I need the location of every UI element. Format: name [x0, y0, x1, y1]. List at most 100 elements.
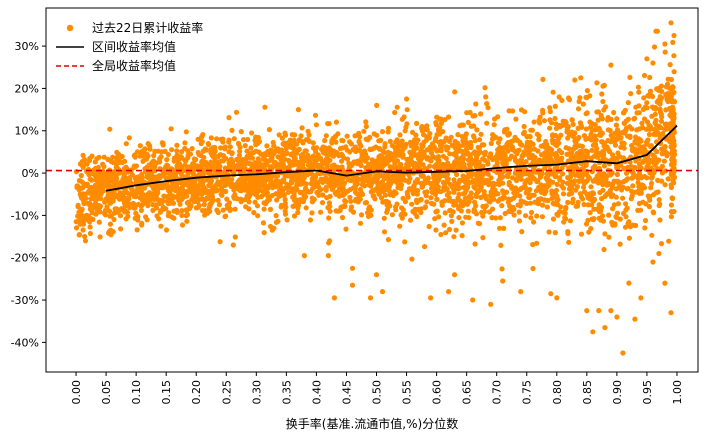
scatter-point [331, 150, 338, 156]
scatter-point [129, 187, 136, 194]
scatter-point [523, 159, 529, 165]
scatter-point [594, 206, 600, 212]
scatter-point [352, 133, 358, 139]
scatter-point [164, 157, 170, 163]
scatter-point [191, 156, 197, 162]
scatter-point [166, 188, 172, 194]
scatter-point [216, 202, 222, 208]
scatter-point [500, 188, 506, 194]
scatter-point [310, 145, 317, 151]
scatter-point [614, 127, 621, 133]
scatter-point [326, 178, 332, 184]
scatter-point [645, 137, 651, 143]
scatter-point [286, 157, 292, 163]
scatter-point [303, 148, 309, 154]
scatter-point [489, 136, 496, 142]
scatter-point [492, 116, 498, 122]
scatter-point [614, 171, 621, 178]
scatter-point [613, 194, 619, 200]
scatter-point [536, 198, 542, 204]
scatter-point [235, 162, 241, 168]
scatter-point [615, 201, 622, 207]
scatter-point [414, 120, 420, 126]
scatter-point [156, 158, 163, 164]
scatter-point [669, 160, 676, 166]
scatter-point [80, 152, 86, 158]
scatter-point [213, 188, 219, 194]
x-tick-label: 0.85 [581, 380, 594, 405]
scatter-point [451, 177, 457, 183]
scatter-point [392, 164, 398, 170]
scatter-point [444, 192, 450, 198]
scatter-point [242, 143, 248, 149]
scatter-point [303, 181, 309, 187]
scatter-point [448, 213, 454, 219]
scatter-point [472, 113, 478, 119]
scatter-point [606, 234, 612, 240]
scatter-point [256, 149, 262, 155]
scatter-point [547, 109, 553, 115]
scatter-point [414, 199, 420, 205]
x-tick-label: 0.20 [190, 380, 203, 405]
scatter-point [661, 158, 668, 164]
legend-label-global-mean: 全局收益率均值 [92, 58, 176, 73]
scatter-point [357, 141, 363, 147]
scatter-point [523, 213, 529, 219]
scatter-point [255, 156, 261, 162]
scatter-point [157, 185, 163, 191]
scatter-point [446, 138, 453, 144]
scatter-point [655, 177, 661, 183]
scatter-point [294, 197, 300, 204]
scatter-point [184, 200, 190, 206]
scatter-point [653, 28, 659, 34]
scatter-point [232, 234, 238, 240]
scatter-point [284, 217, 290, 223]
scatter-point [139, 194, 145, 200]
scatter-point [159, 149, 165, 155]
scatter-point [375, 173, 381, 180]
scatter-point [583, 221, 590, 227]
scatter-point [665, 176, 671, 182]
scatter-point [343, 226, 349, 232]
scatter-point [622, 224, 629, 230]
scatter-point [276, 132, 282, 138]
scatter-point [379, 129, 386, 135]
x-axis: 0.00 0.05 0.10 0.15 0.20 0.25 0.30 0.35 0.40 0.45… [70, 372, 684, 405]
scatter-point [435, 184, 441, 190]
scatter-point [113, 206, 120, 212]
scatter-point [145, 199, 151, 205]
scatter-point [312, 156, 319, 162]
scatter-point [452, 138, 458, 144]
scatter-point [573, 187, 579, 193]
scatter-point [625, 100, 631, 106]
scatter-point [456, 206, 462, 212]
scatter-point [104, 204, 110, 210]
scatter-point-outlier [614, 314, 620, 320]
scatter-point [502, 127, 508, 133]
scatter-point [160, 169, 167, 175]
scatter-point [305, 152, 311, 158]
scatter-point [644, 100, 650, 106]
scatter-point [267, 148, 273, 154]
scatter-point [154, 213, 160, 219]
scatter-point [522, 109, 528, 115]
scatter-point [479, 209, 485, 215]
scatter-point [236, 152, 242, 158]
scatter-point [641, 72, 648, 79]
scatter-point [522, 184, 528, 190]
scatter-point [430, 187, 437, 193]
scatter-point [303, 158, 309, 164]
scatter-point [362, 200, 368, 206]
scatter-point [227, 144, 233, 150]
scatter-point [488, 175, 494, 181]
scatter-point [337, 207, 343, 214]
scatter-point [323, 133, 329, 139]
scatter-point [584, 154, 590, 160]
scatter-point [531, 146, 538, 152]
scatter-point [402, 177, 408, 183]
scatter-point [495, 147, 501, 153]
scatter-point [565, 229, 571, 235]
interval-mean-layer [105, 125, 678, 192]
scatter-point [561, 219, 567, 225]
scatter-point [295, 159, 301, 165]
